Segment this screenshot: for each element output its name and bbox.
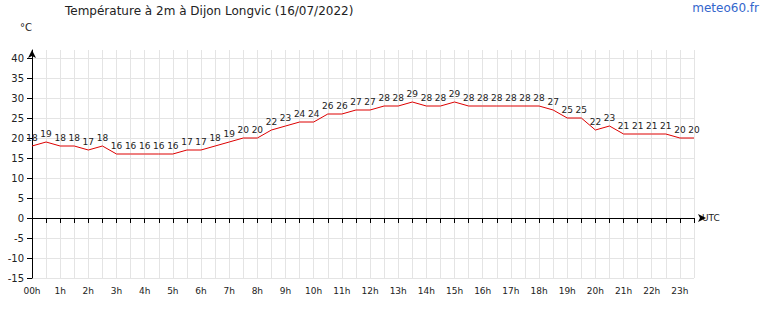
svg-text:16: 16 [139, 141, 151, 151]
svg-text:28: 28 [533, 93, 545, 103]
svg-text:23: 23 [280, 113, 291, 123]
svg-text:15: 15 [11, 153, 24, 164]
svg-text:28: 28 [421, 93, 433, 103]
svg-text:10: 10 [11, 173, 24, 184]
svg-text:14h: 14h [418, 286, 435, 296]
svg-text:35: 35 [11, 73, 24, 84]
svg-text:22: 22 [266, 117, 277, 127]
svg-text:7h: 7h [223, 286, 234, 296]
svg-text:19: 19 [40, 129, 52, 139]
svg-text:10h: 10h [305, 286, 322, 296]
svg-text:28: 28 [378, 93, 390, 103]
svg-text:27: 27 [547, 97, 558, 107]
svg-text:19h: 19h [559, 286, 576, 296]
svg-text:3h: 3h [111, 286, 122, 296]
svg-text:21: 21 [618, 121, 629, 131]
svg-text:Température à 2m à Dijon Longv: Température à 2m à Dijon Longvic (16/07/… [64, 4, 353, 18]
svg-text:meteo60.fr: meteo60.fr [692, 1, 759, 15]
svg-text:12h: 12h [361, 286, 378, 296]
svg-text:20: 20 [252, 125, 264, 135]
svg-text:28: 28 [392, 93, 404, 103]
svg-text:40: 40 [11, 53, 24, 64]
svg-text:16: 16 [125, 141, 137, 151]
svg-text:20: 20 [238, 125, 250, 135]
svg-text:19: 19 [223, 129, 235, 139]
svg-text:0: 0 [18, 213, 24, 224]
svg-text:28: 28 [491, 93, 503, 103]
svg-text:18: 18 [26, 133, 38, 143]
svg-text:28: 28 [435, 93, 447, 103]
svg-text:26: 26 [336, 101, 348, 111]
svg-text:6h: 6h [195, 286, 206, 296]
svg-text:23: 23 [604, 113, 615, 123]
svg-text:24: 24 [294, 109, 306, 119]
svg-text:17h: 17h [502, 286, 519, 296]
svg-text:24: 24 [308, 109, 320, 119]
svg-text:17: 17 [195, 137, 206, 147]
svg-text:20: 20 [674, 125, 686, 135]
svg-text:4h: 4h [139, 286, 150, 296]
svg-text:28: 28 [463, 93, 475, 103]
svg-text:00h: 00h [23, 286, 40, 296]
svg-text:29: 29 [407, 89, 419, 99]
svg-text:21: 21 [632, 121, 643, 131]
svg-text:18: 18 [54, 133, 66, 143]
svg-text:28: 28 [505, 93, 517, 103]
svg-text:16: 16 [167, 141, 179, 151]
svg-text:25: 25 [576, 105, 587, 115]
svg-text:11h: 11h [333, 286, 350, 296]
svg-text:5: 5 [18, 193, 24, 204]
svg-text:5h: 5h [167, 286, 178, 296]
svg-text:9h: 9h [280, 286, 291, 296]
svg-text:16h: 16h [474, 286, 491, 296]
svg-text:21: 21 [646, 121, 657, 131]
svg-text:20: 20 [688, 125, 700, 135]
svg-text:UTC: UTC [702, 213, 720, 223]
svg-text:15h: 15h [446, 286, 463, 296]
svg-text:17: 17 [181, 137, 192, 147]
svg-text:20h: 20h [587, 286, 604, 296]
svg-text:25: 25 [562, 105, 573, 115]
svg-text:22h: 22h [643, 286, 660, 296]
svg-text:1h: 1h [54, 286, 65, 296]
svg-text:18h: 18h [530, 286, 547, 296]
svg-text:30: 30 [11, 93, 24, 104]
svg-text:18: 18 [69, 133, 81, 143]
svg-text:28: 28 [477, 93, 489, 103]
svg-text:23h: 23h [671, 286, 688, 296]
svg-text:25: 25 [11, 113, 24, 124]
svg-text:-15: -15 [8, 273, 24, 284]
svg-text:8h: 8h [252, 286, 263, 296]
svg-text:18: 18 [97, 133, 109, 143]
svg-text:20: 20 [11, 133, 24, 144]
svg-text:16: 16 [111, 141, 123, 151]
svg-text:27: 27 [364, 97, 375, 107]
svg-text:18: 18 [209, 133, 221, 143]
svg-text:22: 22 [590, 117, 601, 127]
svg-text:21: 21 [660, 121, 671, 131]
svg-text:-10: -10 [8, 253, 24, 264]
svg-text:2h: 2h [83, 286, 94, 296]
svg-text:28: 28 [519, 93, 531, 103]
svg-text:17: 17 [83, 137, 94, 147]
svg-text:16: 16 [153, 141, 165, 151]
svg-text:13h: 13h [390, 286, 407, 296]
svg-text:-5: -5 [14, 233, 24, 244]
svg-text:°C: °C [20, 22, 32, 33]
svg-text:21h: 21h [615, 286, 632, 296]
svg-text:29: 29 [449, 89, 461, 99]
svg-text:27: 27 [350, 97, 361, 107]
svg-text:26: 26 [322, 101, 334, 111]
